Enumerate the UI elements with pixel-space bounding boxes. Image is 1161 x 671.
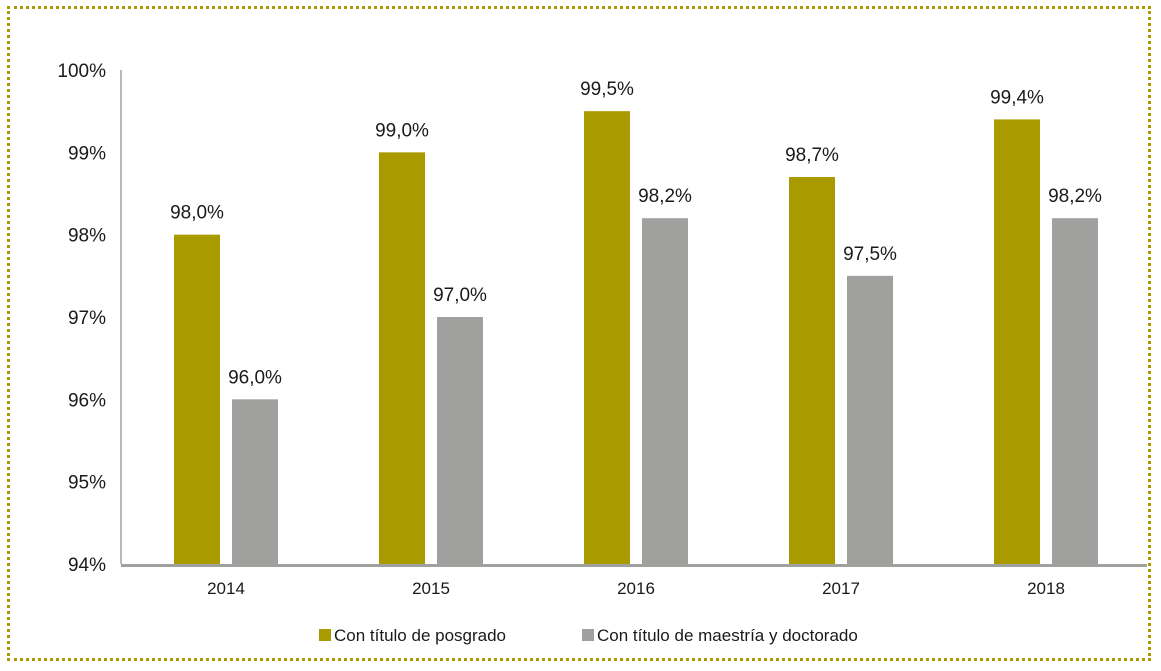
legend-swatch-posgrado [319, 629, 331, 641]
bar-posgrado [994, 119, 1040, 565]
y-axis-labels: 94% 95% 96% 97% 98% 99% 100% [57, 61, 106, 576]
data-label: 98,0% [170, 203, 224, 224]
y-tick-label: 100% [57, 61, 106, 82]
legend-label-maestria-doctorado: Con título de maestría y doctorado [597, 626, 858, 645]
data-label: 98,2% [1048, 186, 1102, 207]
data-label: 97,5% [843, 244, 897, 265]
bar-maestria-doctorado [1052, 218, 1098, 564]
data-label: 98,7% [785, 145, 839, 166]
chart-frame [7, 6, 1151, 661]
bar-maestria-doctorado [437, 317, 483, 564]
x-axis-labels: 2014 2015 2016 2017 2018 [207, 579, 1065, 598]
y-tick-label: 95% [68, 473, 106, 494]
bar-maestria-doctorado [642, 218, 688, 564]
x-tick-label: 2017 [822, 579, 860, 598]
data-label: 99,0% [375, 120, 429, 141]
legend-label-posgrado: Con título de posgrado [334, 626, 506, 645]
bar-maestria-doctorado [847, 275, 893, 564]
x-tick-label: 2014 [207, 579, 245, 598]
legend: Con título de posgrado Con título de maes… [319, 626, 858, 645]
y-tick-label: 94% [68, 555, 106, 576]
bar-posgrado [789, 177, 835, 565]
bar-posgrado [584, 111, 630, 565]
y-tick-label: 97% [68, 308, 106, 329]
y-tick-label: 96% [68, 390, 106, 411]
x-tick-label: 2015 [412, 579, 450, 598]
x-axis-line [121, 564, 1147, 567]
y-tick-label: 98% [68, 226, 106, 247]
legend-swatch-maestria-doctorado [582, 629, 594, 641]
bar-posgrado [174, 234, 220, 564]
x-tick-label: 2018 [1027, 579, 1065, 598]
data-label: 99,4% [990, 87, 1044, 108]
data-label: 96,0% [228, 367, 282, 388]
data-label: 97,0% [433, 285, 487, 306]
bar-maestria-doctorado [232, 399, 278, 564]
y-tick-label: 99% [68, 143, 106, 164]
bar-posgrado [379, 152, 425, 565]
x-tick-label: 2016 [617, 579, 655, 598]
bars-group [174, 111, 1098, 565]
data-labels-group: 98,0% 96,0% 99,0% 97,0% 99,5% 98,2% 98,7% 97,5%… [170, 79, 1102, 388]
data-label: 99,5% [580, 79, 634, 100]
data-label: 98,2% [638, 186, 692, 207]
